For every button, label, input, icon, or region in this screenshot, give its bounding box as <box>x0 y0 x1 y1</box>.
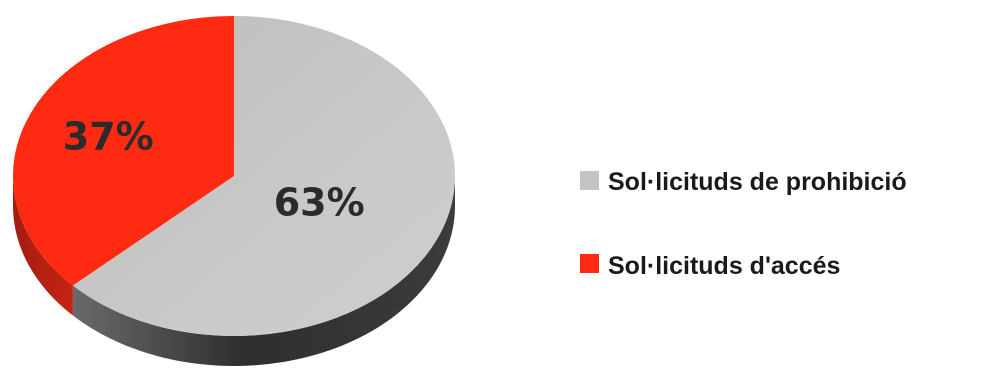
legend-swatch-prohibicio <box>580 171 599 190</box>
pie: 63% 37% <box>12 16 455 366</box>
legend-label-prohibicio: Sol·licituds de prohibició <box>608 168 907 196</box>
slice-label-0: 63% <box>274 181 365 225</box>
pie-slice-1 <box>12 16 234 286</box>
legend-label-acces: Sol·licituds d'accés <box>608 252 840 280</box>
legend-swatch-acces <box>580 254 599 273</box>
pie-side-1 <box>13 176 73 316</box>
pie-side-0 <box>72 176 455 366</box>
legend: Sol·licituds de prohibició Sol·licituds … <box>580 168 907 280</box>
slice-label-1: 37% <box>63 115 154 159</box>
pie-slice-0 <box>72 16 455 336</box>
